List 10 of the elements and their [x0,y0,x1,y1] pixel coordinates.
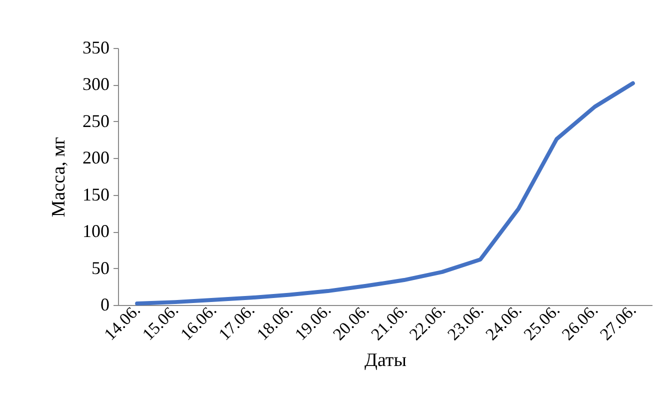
y-tick-label: 50 [92,258,110,278]
y-tick-label: 150 [82,184,110,204]
y-tick-label: 200 [82,148,110,168]
x-axis-title: Даты [364,350,407,372]
y-tick-label: 300 [82,74,110,94]
line-series [135,81,635,306]
y-tick-label: 350 [82,38,110,58]
y-tick-label: 100 [82,221,110,242]
y-axis-title: Масса, мг [48,136,70,218]
y-tick-label: 250 [82,110,110,131]
